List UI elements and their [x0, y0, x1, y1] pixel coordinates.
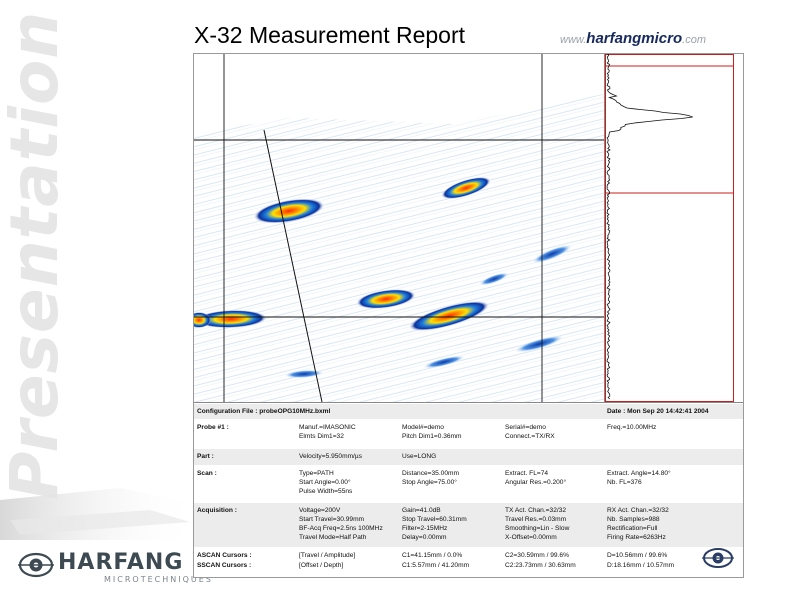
- scan-type: Type=PATH: [299, 470, 334, 477]
- ascan-c2: C2=30.59mm / 99.6%: [505, 552, 569, 559]
- probe-model: Model#=demo: [402, 424, 444, 431]
- sscan-c2: C2:23.73mm / 30.63mm: [505, 562, 576, 569]
- acq-smoothing: Smoothing=Lin - Slow: [505, 525, 570, 532]
- acq-nb-samples: Nb. Samples=988: [607, 516, 660, 523]
- acquisition-row: Acquisition : Voltage=200V Start Travel=…: [194, 503, 743, 547]
- acq-x-offset: X-Offset=0.00mm: [505, 534, 557, 541]
- acq-rx-act: RX Act. Chan.=32/32: [607, 507, 669, 514]
- harfang-logo: HARFANG MICROTECHNIQUES: [18, 548, 211, 586]
- probe-pitch: Pitch Dim1=0.36mm: [402, 433, 462, 440]
- probe-row: Probe #1 : Manuf.=IMASONIC Elmts Dim1=32…: [194, 420, 743, 448]
- probe-label: Probe #1 :: [197, 424, 229, 431]
- logo-wordmark: HARFANG: [58, 550, 184, 575]
- probe-elmts: Elmts Dim1=32: [299, 433, 344, 440]
- acq-start-travel: Start Travel=30.99mm: [299, 516, 365, 523]
- scan-angular-res: Angular Res.=0.200°: [505, 479, 567, 486]
- measurement-report-panel: Configuration File : probeOPG10MHz.bxml …: [193, 53, 744, 578]
- acq-bf-freq: BF-Acq Freq=2.5ns 100MHz: [299, 525, 383, 532]
- ascan-c1: C1=41.15mm / 0.0%: [402, 552, 463, 559]
- ascan-d: D=10.56mm / 99.6%: [607, 552, 668, 559]
- acq-tx-act: TX Act. Chan.=32/32: [505, 507, 567, 514]
- scan-start-angle: Start Angle=0.00°: [299, 479, 351, 486]
- sscan-c1: C1:5.57mm / 41.20mm: [402, 562, 470, 569]
- part-label: Part :: [197, 453, 214, 460]
- probe-connect: Connect.=TX/RX: [505, 433, 555, 440]
- acq-gain: Gain=41.0dB: [402, 507, 441, 514]
- scan-stop-angle: Stop Angle=75.00°: [402, 479, 457, 486]
- report-info-table: Configuration File : probeOPG10MHz.bxml …: [194, 404, 743, 577]
- harfang-eye-icon: [702, 548, 734, 568]
- a-scan-trace: [605, 54, 743, 403]
- part-row: Part : Velocity=5.950mm/µs Use=LONG: [194, 449, 743, 465]
- config-row: Configuration File : probeOPG10MHz.bxml …: [194, 404, 743, 419]
- brand-name: harfangmicro: [586, 30, 683, 47]
- scan-extract-angle: Extract. Angle=14.80°: [607, 470, 671, 477]
- probe-manuf: Manuf.=IMASONIC: [299, 424, 356, 431]
- cursors-row: ASCAN Cursors : [Travel / Amplitude] C1=…: [194, 548, 743, 575]
- acq-filter: Filter=2-15MHz: [402, 525, 448, 532]
- acq-travel-mode: Travel Mode=Half Path: [299, 534, 367, 541]
- acquisition-label: Acquisition :: [197, 507, 237, 514]
- brand-link[interactable]: www.harfangmicro.com: [560, 30, 706, 47]
- owl-eye-icon: [18, 552, 54, 578]
- logo-tagline: MICROTECHNIQUES: [104, 575, 213, 584]
- brand-prefix: www.: [560, 34, 587, 46]
- report-date: Date : Mon Sep 20 14:42:41 2004: [607, 408, 709, 415]
- acq-voltage: Voltage=200V: [299, 507, 341, 514]
- sscan-mode: [Offset / Depth]: [299, 562, 344, 569]
- decorative-shadow-graphic: [0, 488, 200, 540]
- ascan-mode: [Travel / Amplitude]: [299, 552, 356, 559]
- scan-extract-fl: Extract. FL=74: [505, 470, 549, 477]
- part-use: Use=LONG: [402, 453, 437, 460]
- acq-stop-travel: Stop Travel=60.31mm: [402, 516, 467, 523]
- report-title: X-32 Measurement Report: [194, 22, 466, 48]
- scan-nb-fl: Nb. FL=376: [607, 479, 642, 486]
- acq-travel-res: Travel Res.=0.03mm: [505, 516, 567, 523]
- probe-serial: Serial#=demo: [505, 424, 546, 431]
- acq-rectification: Rectification=Full: [607, 525, 658, 532]
- part-velocity: Velocity=5.950mm/µs: [299, 453, 362, 460]
- config-file: Configuration File : probeOPG10MHz.bxml: [197, 408, 331, 415]
- scan-distance: Distance=35.00mm: [402, 470, 459, 477]
- a-scan-waveform: [606, 54, 693, 400]
- scan-row: Scan : Type=PATH Start Angle=0.00° Pulse…: [194, 466, 743, 502]
- ascan-cursors-label: ASCAN Cursors :: [197, 552, 252, 559]
- sscan-d: D:18.16mm / 10.57mm: [607, 562, 675, 569]
- acq-firing-rate: Firing Rate=6263Hz: [607, 534, 666, 541]
- brand-suffix: .com: [682, 34, 706, 46]
- scan-label: Scan :: [197, 470, 217, 477]
- watermark-text: Presentation: [0, 10, 60, 500]
- acq-delay: Delay=0.00mm: [402, 534, 447, 541]
- probe-freq: Freq.=10.00MHz: [607, 424, 657, 431]
- scan-pulse-width: Pulse Width=55ns: [299, 488, 353, 495]
- sscan-cursors-label: SSCAN Cursors :: [197, 562, 252, 569]
- sector-scan-image: [194, 54, 605, 403]
